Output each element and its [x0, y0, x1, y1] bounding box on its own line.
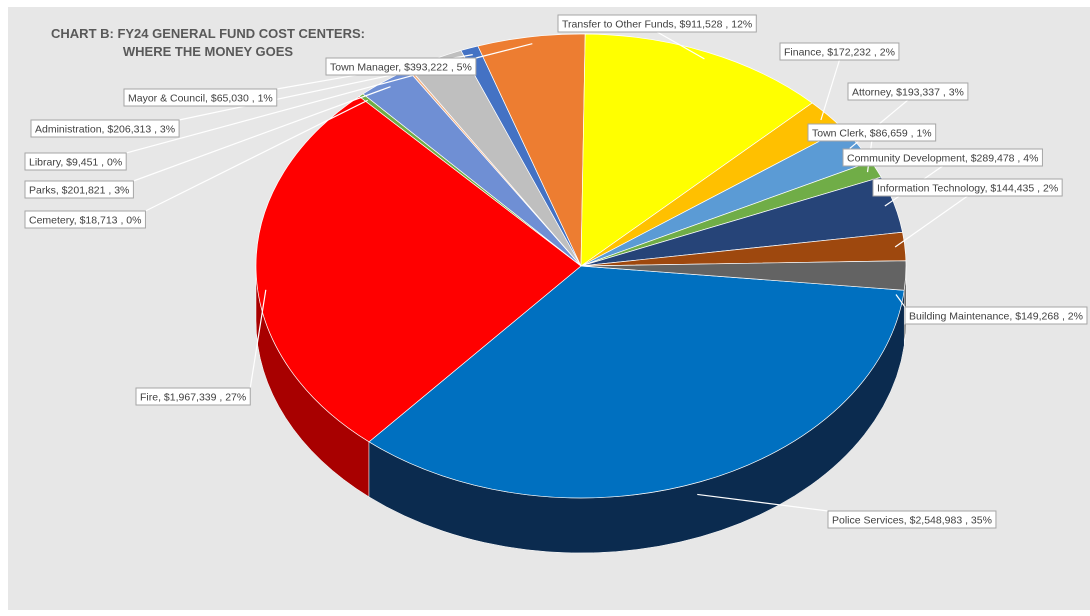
data-label-text: Town Manager, $393,222 , 5% — [330, 62, 472, 74]
data-label: Finance, $172,232 , 2% — [779, 42, 900, 61]
data-label: Attorney, $193,337 , 3% — [847, 82, 969, 101]
data-label-text: Community Development, $289,478 , 4% — [847, 153, 1038, 165]
data-label-box — [24, 152, 127, 171]
data-label-box — [135, 387, 251, 406]
data-label-box — [847, 82, 969, 101]
data-label-text: Library, $9,451 , 0% — [29, 157, 122, 169]
leader-line — [894, 195, 968, 248]
leader-line — [145, 99, 369, 212]
data-label-box — [24, 210, 146, 229]
data-label: Building Maintenance, $149,268 , 2% — [904, 306, 1088, 325]
leader-line — [820, 59, 841, 121]
data-label-text: Parks, $201,821 , 3% — [29, 185, 129, 197]
leader-line — [126, 74, 415, 154]
data-label-box — [325, 57, 477, 76]
data-label: Fire, $1,967,339 , 27% — [135, 387, 251, 406]
data-label: Mayor & Council, $65,030 , 1% — [123, 88, 278, 107]
data-label-text: Attorney, $193,337 , 3% — [852, 87, 964, 99]
data-label-box — [807, 123, 937, 142]
data-label-box — [123, 88, 278, 107]
leader-line — [249, 289, 267, 389]
leader-line — [475, 43, 533, 59]
data-label-box — [557, 14, 757, 33]
pie-slice-fire — [255, 95, 582, 443]
data-label-box — [872, 178, 1063, 197]
data-label: Community Development, $289,478 , 4% — [842, 148, 1043, 167]
data-label: Parks, $201,821 , 3% — [24, 180, 134, 199]
pie-slice-police-services — [368, 265, 905, 499]
data-label: Police Services, $2,548,983 , 35% — [827, 510, 997, 529]
leader-line — [697, 493, 829, 512]
data-label: Information Technology, $144,435 , 2% — [872, 178, 1063, 197]
data-label-box — [24, 180, 134, 199]
chart-title-line-1: CHART B: FY24 GENERAL FUND COST CENTERS: — [51, 26, 365, 41]
pie-slice-transfer-to-other-funds — [580, 33, 813, 267]
data-label-text: Town Clerk, $86,659 , 1% — [812, 128, 932, 140]
data-label-text: Police Services, $2,548,983 , 35% — [832, 515, 992, 527]
data-label-text: Building Maintenance, $149,268 , 2% — [909, 311, 1083, 323]
data-label: Town Clerk, $86,659 , 1% — [807, 123, 937, 142]
chart-title: CHART B: FY24 GENERAL FUND COST CENTERS:… — [48, 25, 368, 61]
data-label-box — [842, 148, 1043, 167]
data-label-text: Cemetery, $18,713 , 0% — [29, 215, 141, 227]
leader-line — [133, 86, 391, 182]
data-label-box — [904, 306, 1088, 325]
data-label-box — [779, 42, 900, 61]
chart-title-line-2: WHERE THE MONEY GOES — [122, 44, 294, 59]
data-label-box — [30, 119, 180, 138]
data-label-text: Mayor & Council, $65,030 , 1% — [128, 93, 273, 105]
data-label: Town Manager, $393,222 , 5% — [325, 57, 477, 76]
data-label: Transfer to Other Funds, $911,528 , 12% — [557, 14, 757, 33]
leader-line — [656, 31, 705, 60]
data-label-text: Transfer to Other Funds, $911,528 , 12% — [562, 19, 752, 31]
data-label-box — [827, 510, 997, 529]
data-label: Administration, $206,313 , 3% — [30, 119, 180, 138]
pie-slices — [255, 33, 907, 499]
pie-slice-building-maintenance — [580, 260, 907, 291]
data-labels: Police Services, $2,548,983 , 35% Fire, $… — [24, 14, 1088, 529]
data-label-text: Fire, $1,967,339 , 27% — [140, 392, 246, 404]
leader-line — [895, 294, 906, 308]
chart-area: CHART B: FY24 GENERAL FUND COST CENTERS:… — [8, 7, 1090, 610]
pie-chart: Police Services, $2,548,983 , 35% Fire, $… — [24, 14, 1088, 554]
data-label-text: Administration, $206,313 , 3% — [35, 124, 175, 136]
data-label-text: Information Technology, $144,435 , 2% — [877, 183, 1058, 195]
data-label: Cemetery, $18,713 , 0% — [24, 210, 146, 229]
data-label-text: Finance, $172,232 , 2% — [784, 47, 895, 59]
data-label: Library, $9,451 , 0% — [24, 152, 127, 171]
